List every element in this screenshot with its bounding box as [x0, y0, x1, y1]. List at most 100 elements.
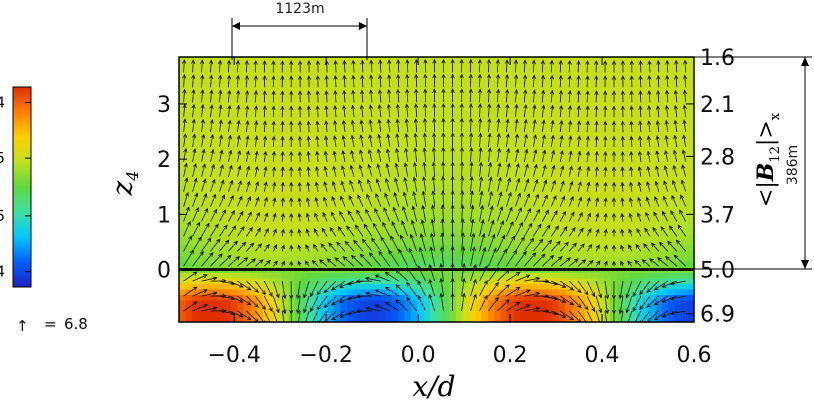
vector-arrow — [219, 105, 222, 118]
heatmap-cell — [211, 79, 219, 86]
heatmap-cell — [552, 112, 560, 119]
heatmap-cell — [346, 189, 354, 196]
heatmap-cell — [539, 84, 547, 91]
vector-arrow-head — [305, 212, 310, 218]
heatmap-cell — [346, 161, 354, 169]
heatmap-cell — [333, 178, 341, 185]
heatmap-cell — [616, 112, 624, 119]
vector-arrow-head — [304, 260, 309, 266]
heatmap-cell — [282, 228, 290, 235]
vector-arrow — [316, 295, 328, 310]
heatmap-cell — [520, 68, 528, 75]
vector-arrow-head — [459, 102, 464, 108]
heatmap-cell — [243, 239, 251, 246]
heatmap-cell — [507, 73, 515, 80]
heatmap-cell — [687, 95, 694, 102]
heatmap-cell — [481, 189, 489, 196]
heatmap-cell — [507, 288, 515, 295]
heatmap-cell — [584, 172, 592, 180]
heatmap-cell — [436, 84, 444, 91]
vector-arrow-head — [245, 104, 250, 110]
vector-arrow-head — [386, 88, 392, 94]
heatmap-cell — [655, 195, 663, 202]
heatmap-cell — [404, 250, 412, 257]
heatmap-cell — [571, 161, 579, 169]
heatmap-cell — [417, 316, 425, 322]
heatmap-cell — [526, 294, 534, 301]
heatmap-cell — [655, 134, 663, 141]
heatmap-cell — [642, 57, 650, 64]
vector-arrow-head — [349, 164, 354, 170]
heatmap-cell — [339, 211, 347, 218]
heatmap-cell — [320, 106, 328, 113]
vector-arrow — [210, 179, 215, 192]
vector-arrow — [394, 177, 400, 192]
heatmap-cell — [275, 244, 283, 251]
heatmap-cell — [436, 195, 444, 202]
heatmap-cell — [616, 123, 624, 130]
heatmap-cell — [372, 261, 380, 268]
heatmap-cell — [262, 84, 270, 91]
heatmap-cell — [668, 167, 676, 174]
heatmap-cell — [578, 95, 586, 102]
vector-arrow — [183, 221, 191, 237]
heatmap-cell — [520, 261, 528, 268]
heatmap-cell — [513, 255, 521, 262]
heatmap-cell — [526, 117, 534, 124]
vector-arrow — [396, 119, 400, 133]
heatmap-cell — [539, 117, 547, 124]
heatmap-cell — [198, 189, 206, 196]
heatmap-cell — [462, 101, 470, 108]
heatmap-cell — [327, 101, 335, 108]
heatmap-cell — [565, 305, 573, 312]
heatmap-cell — [513, 112, 521, 119]
heatmap-cell — [410, 101, 418, 108]
heatmap-cell — [552, 84, 560, 91]
heatmap-cell — [488, 228, 496, 235]
heatmap-cell — [346, 156, 354, 163]
heatmap-cell — [539, 288, 547, 295]
vector-arrow-head — [350, 254, 356, 260]
heatmap-cell — [288, 288, 296, 295]
heatmap-cell — [404, 145, 412, 152]
heatmap-cell — [584, 178, 592, 185]
heatmap-cell — [629, 211, 637, 218]
heatmap-cell — [648, 79, 656, 86]
vector-arrow-head — [182, 73, 187, 79]
vector-arrow-head — [315, 120, 320, 126]
vector-arrow — [310, 295, 319, 312]
heatmap-cell — [339, 233, 347, 240]
heatmap-cell — [565, 145, 573, 152]
heatmap-cell — [320, 117, 328, 124]
vector-arrow — [254, 136, 258, 148]
vector-arrow-head — [219, 149, 224, 155]
vector-arrow — [317, 106, 319, 118]
heatmap-cell — [262, 283, 270, 290]
heatmap-cell — [191, 62, 199, 69]
heatmap-cell — [410, 62, 418, 69]
heatmap-cell — [224, 250, 232, 257]
heatmap-cell — [648, 277, 656, 284]
heatmap-cell — [217, 106, 225, 113]
heatmap-cell — [256, 277, 264, 284]
vector-arrow — [192, 104, 195, 118]
vector-arrow — [263, 151, 267, 162]
heatmap-cell — [584, 316, 592, 322]
heatmap-cell — [423, 156, 431, 163]
vector-arrow-head — [482, 246, 487, 252]
vector-arrow-head — [218, 104, 223, 110]
heatmap-cell — [655, 239, 663, 246]
heatmap-cell — [423, 79, 431, 86]
heatmap-cell — [397, 128, 405, 135]
heatmap-cell — [423, 200, 431, 207]
heatmap-cell — [642, 310, 650, 318]
heatmap-cell — [623, 255, 631, 262]
vector-arrow — [298, 245, 301, 252]
heatmap-cell — [301, 68, 309, 75]
heatmap-cell — [668, 90, 676, 97]
heatmap-cell — [629, 272, 637, 279]
heatmap-cell — [642, 156, 650, 163]
heatmap-cell — [224, 145, 232, 152]
heatmap-cell — [352, 84, 360, 91]
heatmap-cell — [204, 57, 212, 64]
